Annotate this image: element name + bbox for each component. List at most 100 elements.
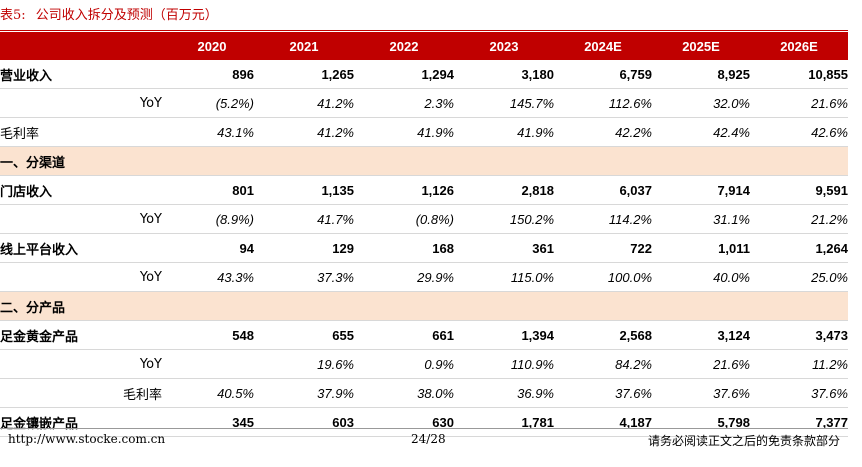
table-cell: 21.6% [750,88,848,118]
table-cell: 801 [170,175,254,205]
table-cell: 1,126 [354,175,454,205]
table-row: 门店收入 801 1,135 1,126 2,818 6,037 7,914 9… [0,175,848,205]
table-row: YoY 19.6% 0.9% 110.9% 84.2% 21.6% 11.2% [0,349,848,379]
table-cell: 361 [454,233,554,263]
table-cell: 10,855 [750,60,848,89]
table-cell: 603 [254,407,354,437]
table-cell: (5.2%) [170,88,254,118]
table-row: 毛利率 40.5% 37.9% 38.0% 36.9% 37.6% 37.6% … [0,378,848,408]
table-cell: 25.0% [750,262,848,292]
row-label: 门店收入 [0,175,170,205]
row-label: 营业收入 [0,60,170,89]
table-cell: 37.6% [652,378,750,408]
table-row: 足金镶嵌产品 345 603 630 1,781 4,187 5,798 7,3… [0,407,848,437]
table-cell: 129 [254,233,354,263]
header-cell [0,32,170,60]
page-number: 24/28 [411,432,446,446]
table-cell: 4,187 [554,407,652,437]
table-cell: 548 [170,320,254,350]
table-cell: 1,011 [652,233,750,263]
table-cell: 145.7% [454,88,554,118]
table-row: 线上平台收入 94 129 168 361 722 1,011 1,264 [0,233,848,263]
table-cell [170,349,254,379]
table-cell: 41.2% [254,117,354,147]
section-label: 一、分渠道 [0,146,170,176]
caption-number: 表5: [0,8,26,23]
footer-url-link[interactable]: http://www.stocke.com.cn [8,432,166,446]
table-cell: 32.0% [652,88,750,118]
table-cell: 41.7% [254,204,354,234]
table-cell: 11.2% [750,349,848,379]
section-row: 二、分产品 [0,291,848,321]
table-cell: 100.0% [554,262,652,292]
row-label: YoY [0,349,170,379]
table-cell: 1,264 [750,233,848,263]
row-label: YoY [0,88,170,118]
table-cell: 21.6% [652,349,750,379]
table-cell: 38.0% [354,378,454,408]
table-row: 足金黄金产品 548 655 661 1,394 2,568 3,124 3,4… [0,320,848,350]
table-cell: 630 [354,407,454,437]
table-cell: 0.9% [354,349,454,379]
table-cell: 6,037 [554,175,652,205]
row-label: 足金黄金产品 [0,320,170,350]
table-cell: 661 [354,320,454,350]
table-cell: 1,394 [454,320,554,350]
table-cell: 42.6% [750,117,848,147]
footer-divider [0,428,848,429]
row-label: 线上平台收入 [0,233,170,263]
table-cell: 21.2% [750,204,848,234]
table-cell: 7,914 [652,175,750,205]
table-cell: 3,124 [652,320,750,350]
table-row: YoY (5.2%) 41.2% 2.3% 145.7% 112.6% 32.0… [0,88,848,118]
table-cell: 114.2% [554,204,652,234]
table-cell: 5,798 [652,407,750,437]
section-row: 一、分渠道 [0,146,848,176]
table-cell: 41.9% [354,117,454,147]
table-cell: 2,818 [454,175,554,205]
header-cell: 2023 [454,32,554,60]
row-label: 足金镶嵌产品 [0,407,170,437]
disclaimer-text: 请务必阅读正文之后的免责条款部分 [647,434,840,448]
table-cell: 9,591 [750,175,848,205]
table-cell: 8,925 [652,60,750,89]
header-cell: 2022 [354,32,454,60]
table-caption: 表5: 公司收入拆分及预测（百万元） [0,4,862,28]
table-cell: 29.9% [354,262,454,292]
table-cell: 19.6% [254,349,354,379]
table-cell: 1,781 [454,407,554,437]
table-cell: 94 [170,233,254,263]
table-cell: 115.0% [454,262,554,292]
table-cell: 41.9% [454,117,554,147]
table-cell: 6,759 [554,60,652,89]
table-cell: 722 [554,233,652,263]
caption-title: 公司收入拆分及预测（百万元） [35,8,218,23]
section-label: 二、分产品 [0,291,170,321]
table-cell: 37.9% [254,378,354,408]
header-cell: 2021 [254,32,354,60]
row-label: YoY [0,204,170,234]
revenue-forecast-table: 2020 2021 2022 2023 2024E 2025E 2026E 营业… [0,32,848,437]
table-cell: 168 [354,233,454,263]
table-cell: 41.2% [254,88,354,118]
table-cell: 43.3% [170,262,254,292]
table-cell: 655 [254,320,354,350]
table-cell: 112.6% [554,88,652,118]
table-cell: 42.4% [652,117,750,147]
header-cell: 2024E [554,32,652,60]
table-cell: (0.8%) [354,204,454,234]
table-cell: 36.9% [454,378,554,408]
table-cell: (8.9%) [170,204,254,234]
table-row: 毛利率 43.1% 41.2% 41.9% 41.9% 42.2% 42.4% … [0,117,848,147]
table-cell: 3,473 [750,320,848,350]
table-cell: 1,135 [254,175,354,205]
table-cell: 37.6% [750,378,848,408]
table-cell: 37.3% [254,262,354,292]
table-cell: 43.1% [170,117,254,147]
table-cell: 150.2% [454,204,554,234]
table-cell: 2,568 [554,320,652,350]
header-cell: 2025E [652,32,750,60]
table-cell: 2.3% [354,88,454,118]
table-row: YoY (8.9%) 41.7% (0.8%) 150.2% 114.2% 31… [0,204,848,234]
table-header-row: 2020 2021 2022 2023 2024E 2025E 2026E [0,32,848,60]
